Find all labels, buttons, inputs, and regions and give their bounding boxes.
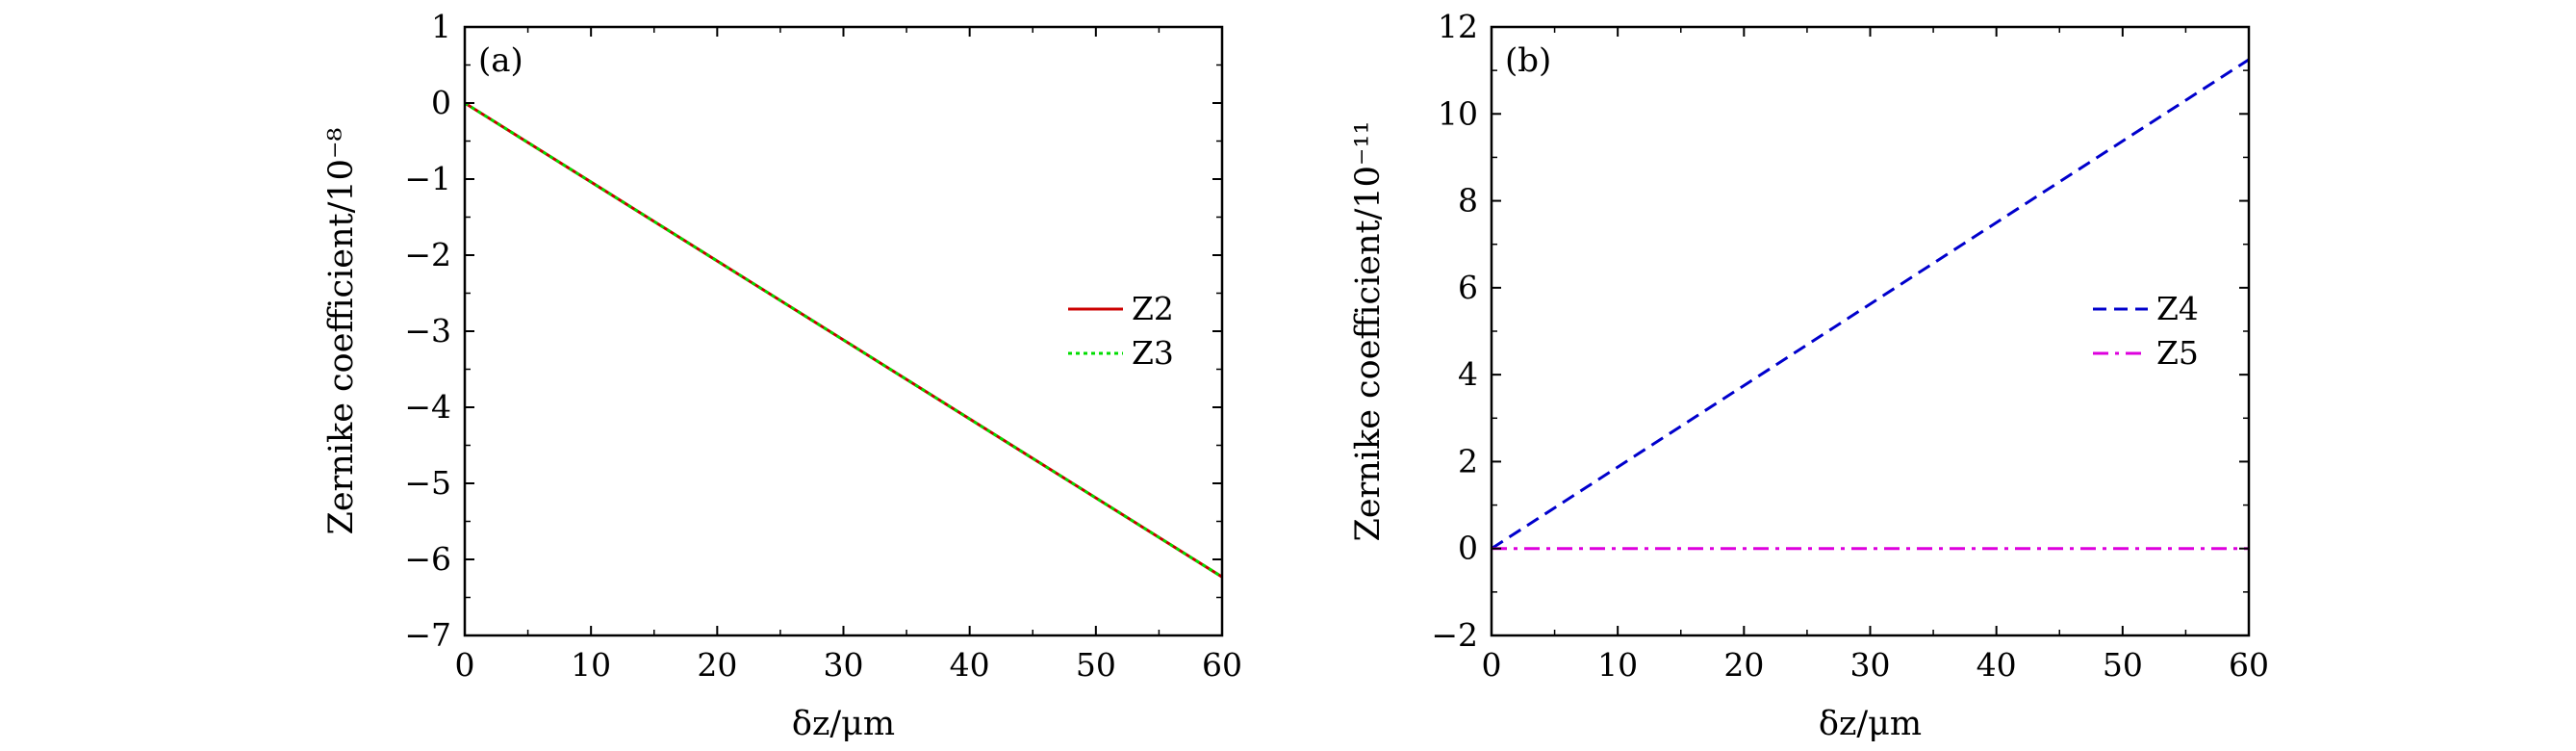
y-tick-label: −6 xyxy=(404,540,451,578)
y-tick-label: −3 xyxy=(404,312,451,350)
x-tick-label: 40 xyxy=(950,646,990,684)
chart-panel-a: 0 10 20 30 40 50 6010−1−2−3−4−5−6−7(a)δz/μmZer… xyxy=(322,8,1242,743)
legend-label-z5: Z5 xyxy=(2156,334,2199,372)
y-tick-label: −5 xyxy=(404,464,451,502)
x-tick-label: 60 xyxy=(1202,646,1242,684)
legend-label-z4: Z4 xyxy=(2156,290,2199,327)
x-tick-label: 30 xyxy=(1850,646,1891,684)
y-tick-label: 12 xyxy=(1438,8,1478,45)
x-tick-label: 30 xyxy=(824,646,864,684)
y-tick-label: 1 xyxy=(431,8,451,45)
x-tick-label: 10 xyxy=(1597,646,1638,684)
series-line-z4 xyxy=(1491,58,2250,550)
legend-label-z3: Z3 xyxy=(1132,334,1174,372)
y-tick-label: 10 xyxy=(1438,94,1478,132)
y-tick-label: −7 xyxy=(404,616,451,654)
y-tick-label: 6 xyxy=(1458,269,1478,306)
x-tick-label: 20 xyxy=(697,646,737,684)
panel-label: (a) xyxy=(478,41,523,80)
y-tick-label: −4 xyxy=(404,388,451,426)
panel-label: (b) xyxy=(1505,41,1551,80)
x-tick-label: 10 xyxy=(571,646,611,684)
x-axis-label: δz/μm xyxy=(1819,705,1922,743)
x-tick-label: 40 xyxy=(1977,646,2017,684)
y-tick-label: 4 xyxy=(1458,355,1478,393)
x-tick-label: 60 xyxy=(2229,646,2269,684)
y-tick-label: −2 xyxy=(404,236,451,273)
y-tick-label: 8 xyxy=(1458,182,1478,220)
y-tick-label: 0 xyxy=(431,84,451,121)
x-tick-label: 0 xyxy=(1482,646,1502,684)
y-tick-label: 2 xyxy=(1458,442,1478,479)
y-tick-label: −2 xyxy=(1431,616,1478,654)
y-axis-label: Zernike coefficient/10⁻¹¹ xyxy=(1349,121,1388,542)
y-axis-label: Zernike coefficient/10⁻⁸ xyxy=(322,128,361,535)
plot-frame xyxy=(1490,25,2251,637)
chart-panel-b: 0 10 20 30 40 50 60121086420−2(b)δz/μmZernike … xyxy=(1349,8,2269,743)
y-tick-label: 0 xyxy=(1458,530,1478,567)
series-line-z3 xyxy=(464,101,1223,579)
x-tick-label: 50 xyxy=(2103,646,2143,684)
x-tick-label: 20 xyxy=(1723,646,1764,684)
plot-frame xyxy=(463,25,1224,637)
x-axis-label: δz/μm xyxy=(792,705,895,743)
x-tick-label: 50 xyxy=(1076,646,1116,684)
y-tick-label: −1 xyxy=(404,160,451,197)
x-tick-label: 0 xyxy=(455,646,475,684)
legend-label-z2: Z2 xyxy=(1132,290,1174,327)
